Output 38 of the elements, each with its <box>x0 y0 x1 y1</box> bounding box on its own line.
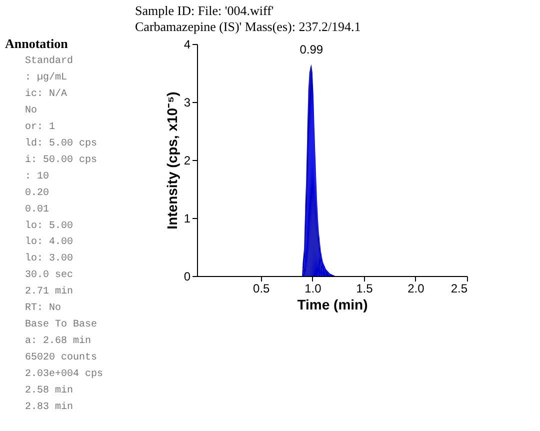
text: lo: 5.00 <box>25 220 74 232</box>
y-tick-label: 2 <box>184 154 191 168</box>
x-tick-label: 2.0 <box>408 282 425 296</box>
x-tick-label: 1.0 <box>304 282 322 296</box>
text: 0.20 <box>25 188 50 199</box>
text: 2.58 min <box>25 384 74 397</box>
text: : µg/mL <box>25 71 68 84</box>
text: 2.71 min <box>25 286 74 298</box>
chart-subtitle: Carbamazepine (IS)' Mass(es): 237.2/194.1 <box>135 19 361 34</box>
text: 2.03e+004 cps <box>25 369 104 380</box>
chart-title: Sample ID: File: '004.wiff' <box>135 3 274 18</box>
text: 65020 counts <box>25 352 98 364</box>
text: Standard <box>25 55 74 67</box>
text: 2.83 min <box>25 401 74 413</box>
text: Base To Base <box>25 320 98 331</box>
y-tick-label: 4 <box>184 38 191 52</box>
text: : 10 <box>25 171 50 182</box>
text: a: 2.68 min <box>25 335 92 348</box>
text: RT: No <box>25 303 62 314</box>
annotation: 0.99 <box>300 42 324 56</box>
text: Annotation <box>5 36 69 51</box>
text: or: 1 <box>25 122 56 133</box>
x-tick-label: 0.5 <box>253 282 270 296</box>
text: lo: 4.00 <box>25 236 74 248</box>
text: ld: 5.00 cps <box>25 137 98 150</box>
y-axis-title: Intensity (cps, x10⁻⁵) <box>164 92 180 230</box>
text: lo: 3.00 <box>25 252 74 265</box>
x-axis-title: Time (min) <box>297 296 368 312</box>
text: 0.01 <box>25 204 50 216</box>
text: i: 50.00 cps <box>25 154 98 166</box>
text: 30.0 sec <box>25 270 74 282</box>
x-tick-label: 1.5 <box>356 282 374 296</box>
y-tick-label: 3 <box>184 96 191 110</box>
text: ic: N/A <box>25 88 68 100</box>
text: No <box>25 105 38 116</box>
x-tick-label: 2.5 <box>450 282 468 296</box>
y-tick-label: 1 <box>184 212 191 226</box>
y-tick-label: 0 <box>184 270 191 284</box>
